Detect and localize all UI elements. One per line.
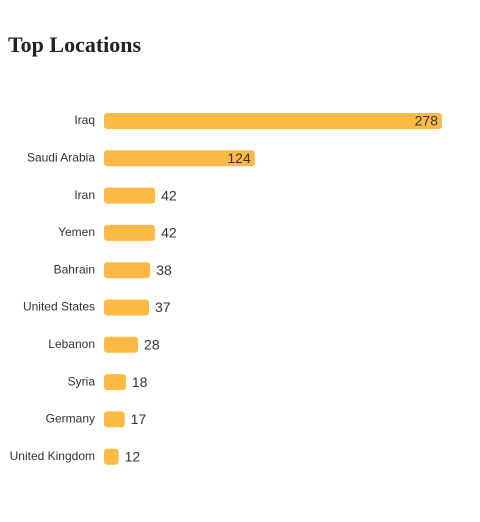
bar: [104, 374, 126, 391]
bar: [104, 262, 151, 279]
value-label: 124: [227, 150, 251, 166]
category-label: Saudi Arabia: [27, 150, 95, 164]
value-label: 42: [161, 187, 177, 203]
bar: [104, 150, 255, 167]
bar: [104, 448, 119, 465]
category-label: Lebanon: [48, 337, 95, 351]
value-label: 28: [144, 337, 160, 353]
value-label: 38: [156, 262, 172, 278]
value-label: 42: [161, 225, 177, 241]
bar: [104, 113, 442, 129]
value-label: 37: [155, 299, 171, 315]
bar: [104, 411, 125, 428]
category-label: Iraq: [74, 113, 95, 127]
category-label: Germany: [46, 412, 95, 426]
bar: [104, 299, 149, 316]
value-label: 18: [132, 374, 148, 390]
value-label: 278: [415, 113, 439, 129]
category-label: Iran: [74, 188, 95, 202]
bar: [104, 336, 139, 353]
category-label: Yemen: [58, 225, 95, 239]
chart-title: Top Locations: [8, 32, 142, 57]
value-label: 17: [131, 411, 147, 427]
category-label: United Kingdom: [10, 449, 95, 463]
category-label: Bahrain: [54, 262, 95, 276]
value-label: 12: [125, 448, 141, 464]
category-label: United States: [23, 300, 95, 314]
category-label: Syria: [68, 374, 96, 388]
bar: [104, 187, 156, 204]
bar: [104, 224, 156, 241]
